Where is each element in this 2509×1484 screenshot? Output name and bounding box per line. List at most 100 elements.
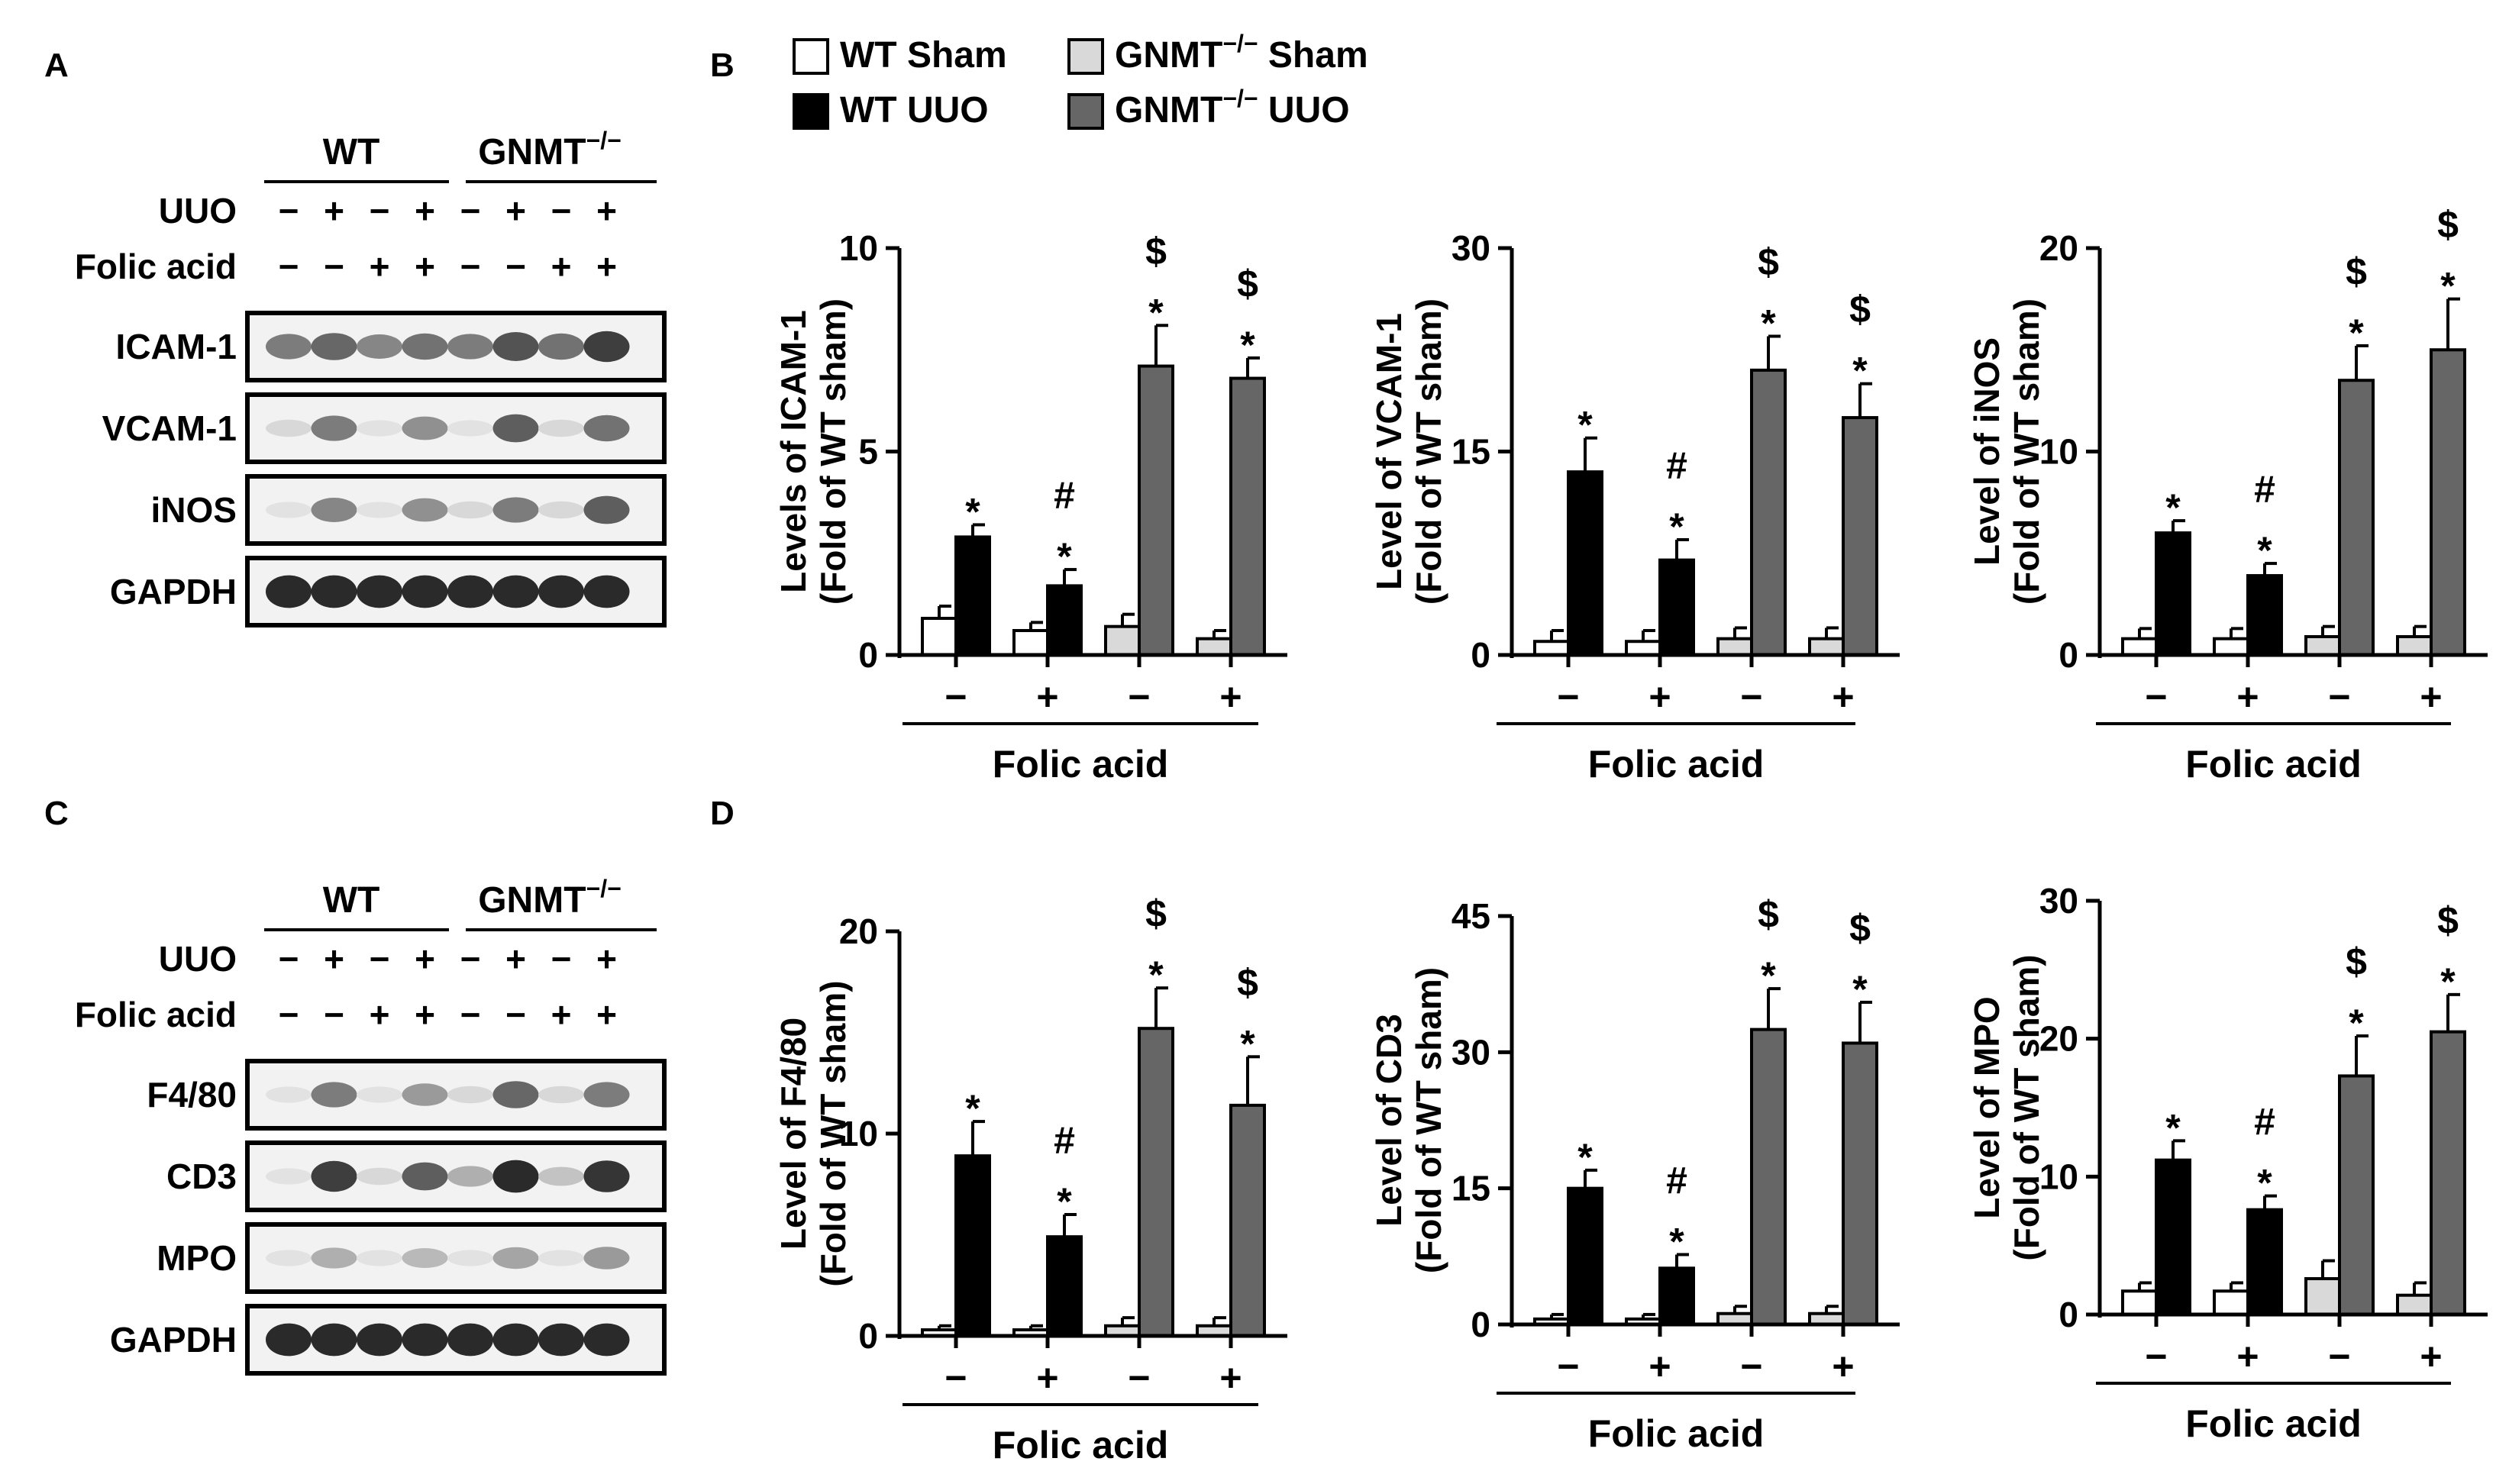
- bar-gnmt-sham: [1808, 637, 1845, 657]
- legend-label-ko-uuo: GNMT−/− UUO: [1115, 85, 1350, 131]
- blot-band: [492, 575, 539, 608]
- chart-0: 0 5 10 Levels of ICAM-1 (Fold of WT sham) * − *…: [773, 228, 1287, 786]
- significance-mark: $: [2437, 204, 2459, 247]
- row-label-folic-acid: Folic acid: [75, 995, 237, 1034]
- bar-gnmt-sham: [2304, 1277, 2341, 1316]
- significance-mark: *: [1852, 350, 1868, 392]
- x-category-label: −: [2145, 1335, 2167, 1378]
- legend-label-ko-sham: GNMT−/− Sham: [1115, 30, 1368, 76]
- band-label-f4-80: F4/80: [147, 1075, 237, 1115]
- blot-strip: [245, 311, 667, 382]
- blot-band: [583, 495, 630, 524]
- x-category-label: +: [2420, 1335, 2442, 1378]
- chart-2: 0 10 20 Level of iNOS (Fold of WT sham) * − * # +…: [1967, 204, 2488, 786]
- blot-band: [492, 1160, 539, 1193]
- blot-band: [311, 498, 357, 522]
- significance-mark: *: [1148, 291, 1164, 334]
- bar-wt-sham: [2213, 637, 2249, 657]
- significance-mark: *: [1240, 324, 1255, 366]
- significance-mark: #: [1054, 474, 1075, 517]
- x-category-label: −: [1740, 1345, 1762, 1388]
- y-axis-label: Level of iNOS: [1967, 337, 2007, 566]
- significance-mark: $: [1758, 240, 1779, 283]
- y-axis-label: Level of F4/80: [773, 1018, 813, 1250]
- x-category-label: −: [2145, 676, 2167, 718]
- significance-mark: $: [1237, 961, 1258, 1004]
- folic-sign: −: [460, 995, 481, 1034]
- significance-mark: *: [1669, 1220, 1684, 1263]
- blot-band: [447, 1166, 493, 1187]
- bar-gnmt-sham: [2396, 1293, 2433, 1316]
- blot-band: [583, 575, 630, 608]
- blot-band: [311, 1160, 357, 1192]
- blot-band: [447, 1323, 493, 1357]
- y-axis-label: Levels of ICAM-1: [773, 310, 813, 593]
- uuo-sign: +: [596, 191, 617, 231]
- blot-band: [311, 1082, 357, 1108]
- y-tick-label: 45: [1451, 896, 1490, 936]
- significance-mark: *: [1057, 1180, 1072, 1223]
- bar-gnmt-sham: [1104, 624, 1141, 657]
- blot-band: [266, 419, 312, 437]
- blot-strip: [245, 392, 667, 464]
- x-category-label: −: [1128, 1357, 1150, 1399]
- blot-band: [402, 498, 448, 522]
- significance-mark: $: [1849, 289, 1871, 331]
- blot-band: [538, 419, 584, 437]
- blot-band: [492, 1081, 539, 1108]
- legend-label-wt-uuo: WT UUO: [840, 90, 989, 131]
- bar-gnmt-uuo: [2430, 348, 2466, 657]
- blot-band: [447, 501, 493, 519]
- y-axis-label-2: (Fold of WT sham): [813, 980, 853, 1286]
- significance-mark: $: [2346, 940, 2367, 983]
- blot-band: [266, 1250, 312, 1266]
- y-tick-label: 30: [1451, 228, 1490, 268]
- blot-band: [357, 1086, 402, 1103]
- bar-wt-uuo: [2246, 1208, 2283, 1317]
- significance-mark: *: [1577, 1136, 1593, 1179]
- significance-mark: *: [2349, 311, 2364, 354]
- group-label-wt: WT: [323, 132, 380, 173]
- blot-band: [266, 1086, 312, 1103]
- blot-band: [538, 1323, 584, 1357]
- x-axis-label: Folic acid: [2185, 743, 2362, 786]
- blot-band: [447, 334, 493, 360]
- y-axis-label-2: (Fold of WT sham): [1409, 967, 1448, 1273]
- blot-band: [402, 1323, 448, 1357]
- significance-mark: $: [1237, 263, 1258, 305]
- blot-band: [402, 1162, 448, 1191]
- x-category-label: −: [1128, 676, 1150, 718]
- y-tick-label: 10: [839, 1114, 878, 1153]
- row-label-uuo: UUO: [159, 939, 237, 979]
- significance-mark: #: [1666, 1159, 1687, 1202]
- blot-band: [311, 575, 357, 608]
- blot-band: [311, 1247, 357, 1269]
- uuo-sign: +: [505, 939, 526, 979]
- group-label-ko: GNMT−/−: [478, 875, 622, 921]
- significance-mark: $: [1849, 907, 1871, 950]
- folic-sign: +: [551, 247, 572, 286]
- blot-band: [492, 497, 539, 523]
- blot-band: [311, 1323, 357, 1357]
- band-label-cd3: CD3: [166, 1157, 237, 1196]
- significance-mark: $: [1758, 893, 1779, 936]
- panel-label-c: C: [44, 795, 69, 832]
- x-category-label: +: [2236, 676, 2259, 718]
- blot-band: [492, 414, 539, 443]
- blot-band: [538, 501, 584, 519]
- chart-5: 0 10 20 30 Level of MPO (Fold of WT sham) * − * #…: [1967, 881, 2488, 1445]
- blot-band: [357, 1250, 402, 1266]
- group-label-wt: WT: [323, 880, 380, 921]
- x-category-label: −: [945, 676, 967, 718]
- panel-label-d: D: [710, 795, 735, 832]
- x-category-label: +: [1036, 676, 1058, 718]
- bar-gnmt-sham: [1716, 637, 1753, 657]
- blot-band: [402, 1248, 448, 1268]
- x-category-label: −: [1557, 676, 1579, 718]
- chart-3: 0 10 20 Level of F4/80 (Fold of WT sham) * − * #…: [773, 892, 1287, 1466]
- bar-wt-sham: [2121, 1289, 2158, 1316]
- y-tick-label: 10: [2039, 1157, 2078, 1196]
- blot-band: [447, 1086, 493, 1104]
- band-label-gapdh: GAPDH: [110, 572, 237, 611]
